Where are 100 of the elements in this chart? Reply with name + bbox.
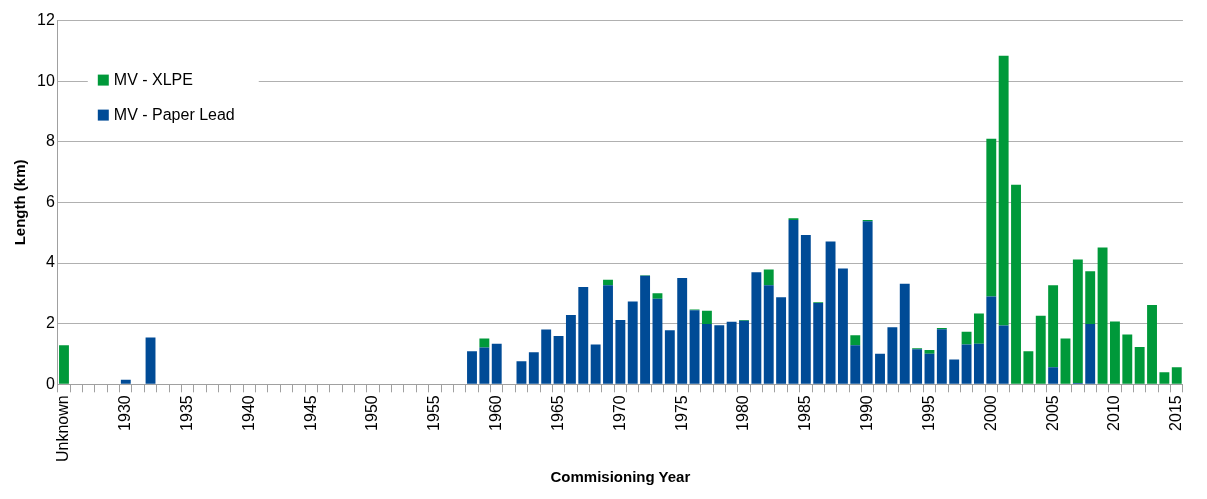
bar [924,353,935,384]
x-tick-label: 1990 [858,395,876,431]
bar [739,320,749,384]
bar [776,297,787,384]
bar [1085,323,1096,384]
x-tick-label: 1980 [734,395,752,431]
x-tick-label: 1940 [239,395,257,431]
y-tick-label: 4 [45,253,55,271]
bar [998,55,1009,326]
bar [899,283,910,384]
bar [800,234,811,384]
bar [1048,367,1059,384]
x-tick-label: 1935 [178,395,196,431]
bar [763,269,774,286]
bar [1134,347,1145,384]
bar [59,345,69,384]
x-tick-label: 1955 [425,395,443,431]
bar [677,277,688,384]
bar [1109,321,1120,384]
bar [1122,334,1133,384]
bar [837,268,848,384]
bar [1159,372,1170,384]
bar [825,241,836,384]
legend-label: MV - XLPE [113,71,193,89]
bar [664,330,675,384]
bar [1171,367,1182,384]
y-axis-title: Length (km) [11,159,29,246]
bar [912,349,923,384]
bar [887,327,898,384]
bar [763,285,774,384]
bar [120,379,131,384]
bar [701,323,712,384]
bar [862,221,873,384]
bar [961,344,972,384]
bar [652,293,663,299]
bar [701,310,712,324]
y-tick-label: 12 [37,11,55,29]
x-tick-label: 1975 [672,395,690,431]
bar [615,320,626,384]
x-tick-label: 1970 [610,395,628,431]
bar [491,343,502,384]
bar [578,287,589,384]
legend-label: MV - Paper Lead [113,106,235,124]
x-tick-label: 1930 [116,395,134,431]
x-tick-label: 1950 [363,395,381,431]
bar [516,361,527,384]
bar [936,329,947,384]
bar [689,310,700,384]
y-tick-label: 8 [45,132,55,150]
bar [961,331,972,345]
bar [726,321,737,384]
y-tick-label: 6 [45,192,55,210]
y-tick-label: 2 [45,314,55,332]
bar [973,313,984,344]
bar [541,329,552,384]
bar [1011,184,1021,384]
bar [714,325,725,384]
bar [1048,285,1059,368]
bar [1060,338,1071,384]
bar [467,351,477,384]
bar [850,345,861,384]
bar [986,296,997,384]
bar [1035,315,1046,384]
bar [528,352,539,384]
bar [479,347,490,384]
bar [565,314,576,384]
bar [603,285,613,384]
x-tick-label: Unknown [54,395,72,462]
bar [788,220,799,384]
x-axis-title: Commisioning Year [550,468,691,486]
bar [1023,351,1034,384]
bar [751,272,762,384]
bar [640,275,651,384]
bar [850,335,861,346]
x-tick-label: 2000 [981,395,999,431]
bar [949,359,960,384]
y-tick-label: 0 [45,374,55,392]
bar [603,279,613,286]
bar [813,303,824,384]
bar [652,298,663,384]
x-tick-label: 1995 [919,395,937,431]
bar [1085,271,1096,324]
x-tick-label: 1960 [487,395,505,431]
x-tick-label: 1985 [796,395,814,431]
bar [627,301,638,384]
bar [145,337,156,384]
bar [973,343,984,384]
bar [875,353,885,384]
y-tick-label: 10 [37,71,55,89]
bar [479,338,490,348]
bar [924,350,935,354]
x-tick-label: 2005 [1043,395,1061,431]
bar [1147,304,1157,384]
bar [553,336,564,384]
bar [998,325,1009,384]
bar [1072,259,1083,384]
x-tick-label: 1965 [548,395,566,431]
bar [1097,247,1108,384]
x-tick-label: 2010 [1105,395,1123,431]
bar [986,138,997,297]
